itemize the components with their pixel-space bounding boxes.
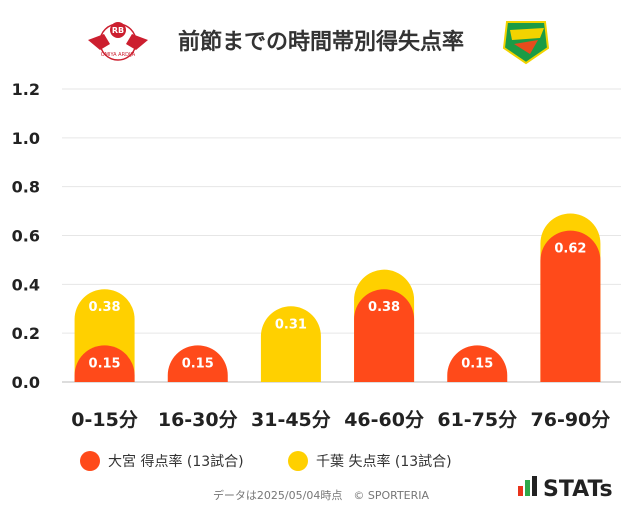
bars: 0.38 0.15 0.15 0.31 0.38 0.15 0.62 [74,213,601,382]
x-tick-label: 16-30分 [158,409,238,431]
y-tick-label: 0.2 [12,324,40,343]
data-label-omiya: 0.15 [89,356,121,371]
stats-brand: STATs [543,477,613,502]
omiya-logo-bull-left [88,34,110,50]
x-tick-label: 46-60分 [344,409,424,431]
stats-logo: STATs [518,476,613,502]
data-label-omiya: 0.38 [368,300,400,315]
omiya-logo-bull-right [126,34,148,50]
omiya-logo-badge [110,22,126,38]
x-axis-ticks: 0-15分 16-30分 31-45分 46-60分 61-75分 76-90分 [71,409,610,431]
chiba-logo-bird [514,40,538,54]
footer-note: データは2025/05/04時点 © SPORTERIA [213,488,430,502]
data-label-omiya: 0.62 [554,242,586,257]
data-label-omiya: 0.15 [461,356,493,371]
legend-swatch-omiya [80,451,100,471]
x-tick-label: 76-90分 [531,409,611,431]
y-axis-ticks: 0.0 0.2 0.4 0.6 0.8 1.0 1.2 [12,80,40,392]
bar-omiya-score [74,345,135,382]
legend: 大宮 得点率 (13試合) 千葉 失点率 (13試合) [80,451,452,471]
legend-label-omiya: 大宮 得点率 (13試合) [108,453,244,470]
y-tick-label: 1.2 [12,80,40,99]
bar-chiba-concede [260,306,321,382]
y-tick-label: 0.0 [12,373,40,392]
y-tick-label: 1.0 [12,129,40,148]
data-label-omiya: 0.15 [182,356,214,371]
data-label-chiba: 0.31 [275,317,307,332]
x-tick-label: 61-75分 [437,409,517,431]
bar-omiya-score [540,230,601,382]
chart-title: 前節までの時間帯別得失点率 [178,29,464,55]
y-tick-label: 0.6 [12,227,40,246]
stats-logo-bar-green [525,480,530,496]
data-label-chiba: 0.38 [89,300,121,315]
omiya-logo-text: RB [112,26,124,35]
omiya-logo-subtext: OMIYA ARDIJA [101,52,136,58]
bar-omiya-score [354,289,415,382]
gridlines [62,88,621,383]
x-tick-label: 0-15分 [71,409,138,431]
legend-swatch-chiba [288,451,308,471]
y-tick-label: 0.4 [12,275,40,294]
omiya-logo: RB OMIYA ARDIJA [88,22,148,61]
stats-logo-bar-dark [532,476,537,496]
stats-logo-bar-red [518,486,523,496]
x-tick-label: 31-45分 [251,409,331,431]
y-tick-label: 0.8 [12,178,40,197]
chiba-logo-band [510,28,544,40]
bar-omiya-score [447,345,508,382]
chiba-logo [502,21,550,65]
legend-label-chiba: 千葉 失点率 (13試合) [316,453,452,470]
bar-omiya-score [167,345,228,382]
